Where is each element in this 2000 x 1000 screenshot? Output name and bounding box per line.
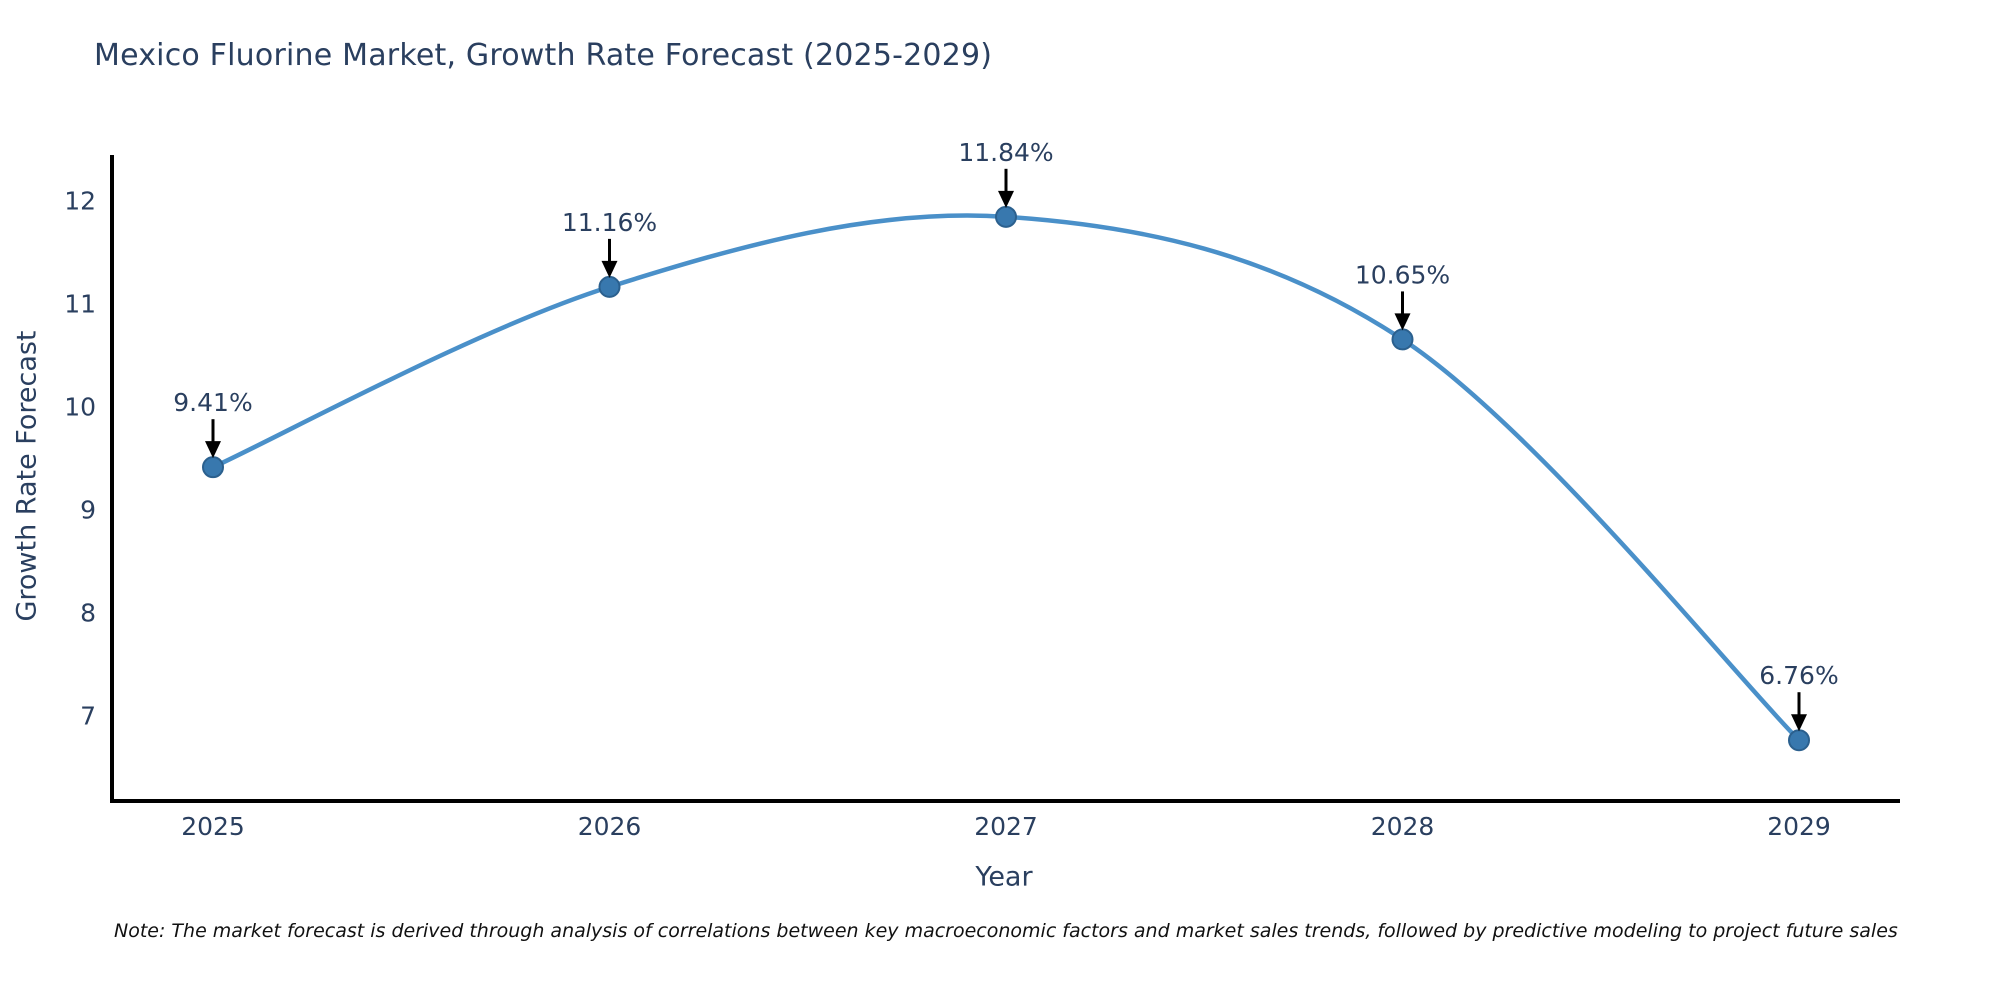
x-tick-label: 2026 bbox=[578, 812, 642, 841]
data-point-marker bbox=[598, 275, 621, 298]
annotation-arrow-head bbox=[998, 190, 1014, 208]
data-point-label: 10.65% bbox=[1355, 260, 1450, 289]
y-tick-label: 12 bbox=[64, 186, 96, 215]
x-tick-label: 2028 bbox=[1371, 812, 1435, 841]
x-tick-label: 2027 bbox=[974, 812, 1038, 841]
annotation-arrow-head bbox=[205, 441, 221, 459]
chart-title: Mexico Fluorine Market, Growth Rate Fore… bbox=[94, 38, 993, 73]
forecast-line bbox=[210, 213, 1802, 743]
y-tick-label: 10 bbox=[64, 392, 96, 421]
data-point-label: 11.84% bbox=[958, 138, 1053, 167]
y-tick-label: 7 bbox=[80, 701, 96, 730]
annotation-arrow-head bbox=[1394, 313, 1411, 331]
x-tick-label: 2025 bbox=[181, 812, 245, 841]
footnote: Note: The market forecast is derived thr… bbox=[114, 920, 1898, 942]
y-tick-label: 9 bbox=[80, 495, 96, 524]
data-point-label: 11.16% bbox=[562, 208, 657, 237]
x-axis-title: Year bbox=[975, 861, 1033, 893]
y-tick-label: 11 bbox=[64, 289, 96, 318]
data-point-marker bbox=[1788, 729, 1810, 752]
x-tick-label: 2029 bbox=[1767, 812, 1831, 841]
data-point-marker bbox=[995, 205, 1017, 228]
y-tick-label: 8 bbox=[80, 598, 96, 627]
data-point-marker bbox=[202, 456, 224, 479]
annotation-arrow-head bbox=[1791, 714, 1807, 732]
annotation-arrow-head bbox=[601, 260, 618, 278]
data-point-label: 6.76% bbox=[1759, 661, 1838, 690]
data-point-marker bbox=[1391, 328, 1414, 351]
data-point-label: 9.41% bbox=[173, 388, 252, 417]
